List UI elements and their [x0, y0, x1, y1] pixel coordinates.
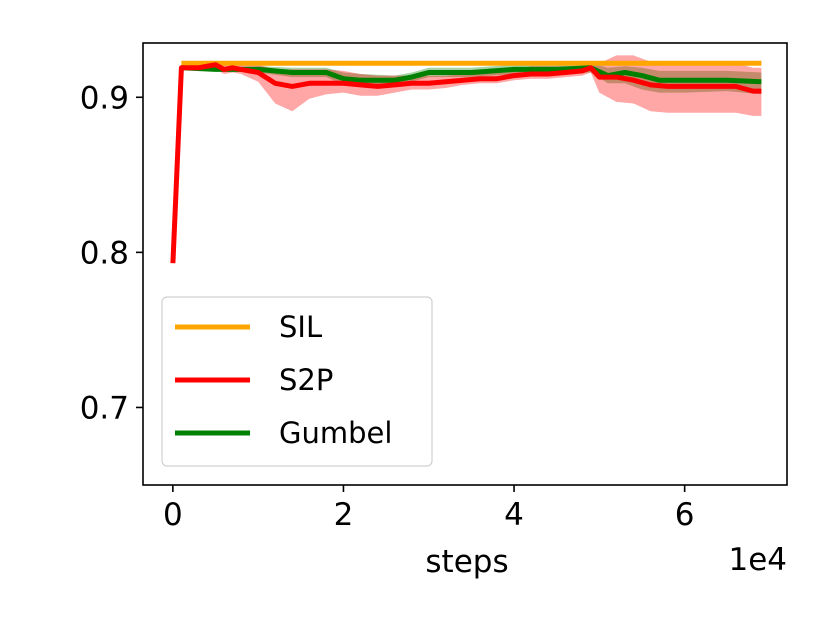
plot-frame: [142, 42, 788, 486]
x-tick-label: 6: [675, 497, 695, 533]
legend-label-s2p: S2P: [279, 363, 333, 397]
x-tick-label: 0: [163, 497, 183, 533]
legend: SIL S2P Gumbel: [161, 296, 433, 467]
x-axis-ticks: 0 2 4 6: [163, 485, 695, 533]
y-axis-ticks: 0.7 0.8 0.9: [80, 80, 143, 426]
legend-box: [161, 296, 433, 467]
y-tick-label: 0.8: [80, 235, 129, 271]
legend-label-gumbel: Gumbel: [279, 416, 392, 450]
y-tick-label: 0.7: [80, 390, 129, 426]
series-lines: [170, 60, 762, 264]
y-tick-label: 0.9: [80, 80, 129, 116]
legend-label-sil: SIL: [279, 310, 322, 344]
x-tick-label: 2: [334, 497, 354, 533]
x-tick-label: 4: [504, 497, 524, 533]
x-axis-offset-label: 1e4: [728, 542, 787, 578]
band-s2p: [172, 55, 762, 264]
series-line-gumbel: [181, 65, 762, 85]
series-line-s2p: [170, 62, 762, 264]
x-axis-label: steps: [425, 544, 508, 580]
